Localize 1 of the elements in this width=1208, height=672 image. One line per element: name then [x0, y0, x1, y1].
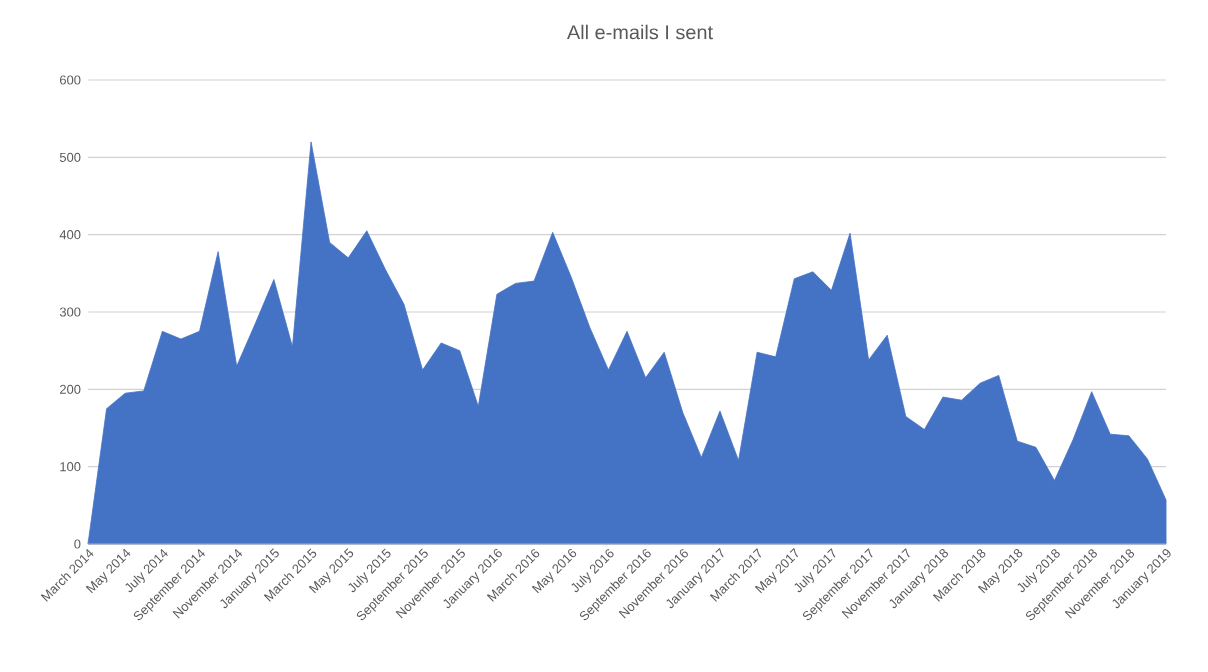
chart-title: All e-mails I sent	[566, 24, 713, 40]
